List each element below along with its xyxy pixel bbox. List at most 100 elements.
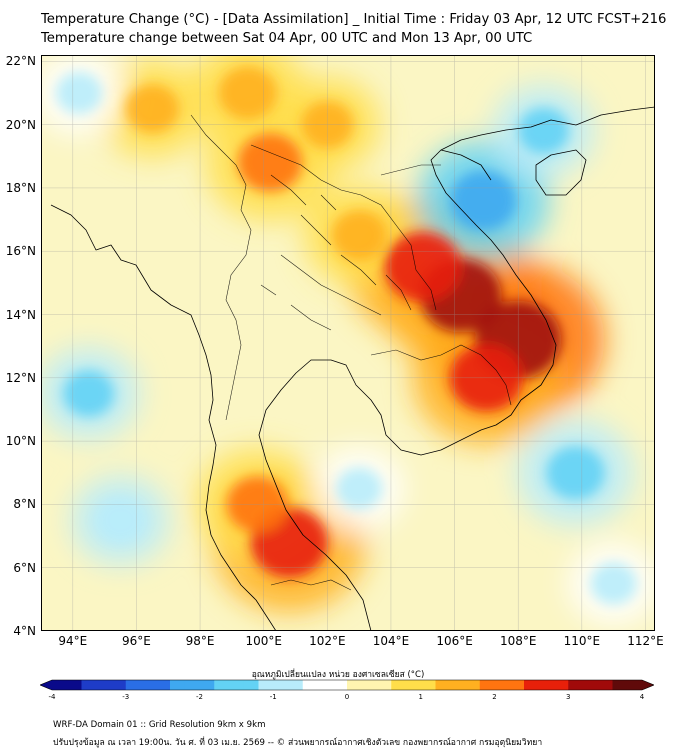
temperature-change-map[interactable] (41, 55, 655, 631)
colorbar-cell (347, 680, 363, 690)
chart-subtitle: Temperature change between Sat 04 Apr, 0… (41, 31, 533, 46)
lat-tick-label: 14°N (5, 307, 36, 322)
lon-tick-label: 98°E (185, 634, 215, 648)
colorbar-tick-label: 3 (566, 693, 571, 701)
borders (190, 114, 512, 591)
colorbar-cell (479, 680, 495, 690)
cool-anomaly-core (450, 170, 517, 231)
cool-anomaly-core (546, 446, 605, 500)
colorbar-cell (450, 680, 466, 690)
colorbar-tick-label: 4 (639, 693, 645, 701)
colorbar-cell (376, 680, 392, 690)
colorbar-cell (170, 680, 186, 690)
lat-tick-label: 10°N (5, 434, 36, 449)
lat-tick-label: 8°N (13, 497, 36, 512)
colorbar-cell (184, 680, 200, 690)
colorbar-tick-label: -1 (269, 693, 277, 701)
colorbar-tick-label: -4 (48, 693, 56, 701)
cool-anomaly-core (336, 467, 383, 510)
colorbar-cell (553, 680, 569, 690)
cool-anomaly-core (95, 497, 146, 543)
lon-tick-label: 102°E (309, 634, 346, 648)
chart-title: Temperature Change (°C) - [Data Assimila… (41, 12, 667, 27)
colorbar-cell (288, 680, 304, 690)
colorbar-cell (111, 680, 127, 690)
colorbar-cell (66, 680, 82, 690)
colorbar-cell (612, 680, 628, 690)
lat-tick-label: 12°N (5, 370, 36, 385)
lon-tick-label: 104°E (372, 634, 410, 648)
warm-anomaly-core (331, 210, 387, 261)
lat-tick-label: 20°N (5, 117, 36, 132)
cool-anomaly-core (590, 562, 637, 605)
gridlines (41, 55, 655, 631)
warm-anomaly-core (125, 84, 180, 134)
map-frame (41, 55, 655, 631)
colorbar-cell (420, 680, 436, 690)
colorbar-tick-label: -3 (122, 693, 130, 701)
border-laos (250, 144, 437, 311)
lon-tick-label: 100°E (245, 634, 282, 648)
lon-tick-label: 106°E (436, 634, 473, 648)
colorbar-min-arrow (40, 680, 52, 690)
lat-tick-label: 4°N (13, 624, 36, 638)
colorbar-cell (199, 680, 215, 690)
colorbar-cell (52, 680, 68, 690)
lon-tick-label: 96°E (122, 634, 151, 648)
colorbar-cell (627, 680, 643, 690)
warm-anomaly-core (237, 133, 303, 193)
colorbar-cell (361, 680, 377, 690)
colorbar-cell (391, 680, 407, 690)
coastline-andaman (230, 569, 277, 631)
colorbar-cell (597, 680, 613, 690)
border-vietnam (380, 164, 441, 176)
cool-anomaly-core (63, 370, 115, 417)
colorbar-cell (406, 680, 422, 690)
coastline-bay-of-bengal (50, 204, 232, 571)
colorbar-title: อุณหภูมิเปลี่ยนแปลง หน่วย องศาเซลเซียส (… (251, 670, 425, 680)
colorbar-cell (435, 680, 451, 690)
colorbar-tick-label: 0 (344, 693, 350, 701)
colorbar-tick-label: 1 (418, 693, 423, 701)
colorbar-cell (96, 680, 112, 690)
lat-tick-label: 16°N (5, 244, 36, 259)
colorbar-cell (538, 680, 554, 690)
lon-tick-label: 94°E (58, 634, 88, 648)
lat-tick-label: 6°N (13, 560, 36, 575)
coastline-south-china (440, 106, 655, 151)
lon-tick-label: 110°E (563, 634, 601, 648)
coastline-gulf-thailand (258, 149, 557, 631)
map-panel[interactable] (41, 55, 655, 631)
lon-tick-label: 112°E (627, 634, 664, 648)
warm-anomaly-core (218, 66, 278, 120)
field-layer (41, 55, 655, 626)
lat-tick-label: 22°N (5, 54, 36, 69)
colorbar-tick-label: 2 (492, 693, 497, 701)
colorbar-cell (273, 680, 289, 690)
colorbar-cell (140, 680, 156, 690)
cool-anomaly-core (518, 107, 570, 155)
border-myanmar-thailand (190, 114, 252, 421)
colorbar-cell (258, 680, 274, 690)
colorbar-cell (568, 680, 584, 690)
colorbar-tick-label: -2 (196, 693, 203, 701)
colorbar-cell (494, 680, 510, 690)
colorbar-cell (214, 680, 230, 690)
colorbar-cell (332, 680, 348, 690)
colorbar-cell (243, 680, 259, 690)
colorbar-cell (229, 680, 245, 690)
colorbar-cell (155, 680, 171, 690)
coastlines (50, 106, 655, 631)
lon-tick-label: 108°E (499, 634, 537, 648)
footer-credit: ปรับปรุงข้อมูล ณ เวลา 19:00น. วัน ศ. ที่… (53, 738, 543, 748)
colorbar-cell (509, 680, 525, 690)
lat-tick-label: 18°N (5, 180, 36, 195)
colorbar-max-arrow (642, 680, 654, 690)
cool-anomaly-core (56, 71, 103, 114)
border-cambodia (370, 344, 512, 406)
colorbar-cell (81, 680, 97, 690)
colorbar-outline (40, 679, 654, 691)
colorbar (40, 679, 654, 691)
colorbar-cell (465, 680, 481, 690)
border-malaysia (270, 579, 352, 591)
